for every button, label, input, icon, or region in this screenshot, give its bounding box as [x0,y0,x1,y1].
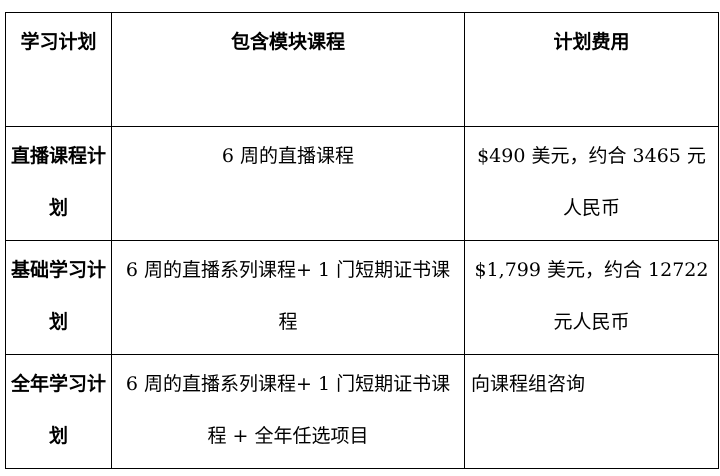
plan-cell: 直播课程计划 [5,126,112,241]
header-plan: 学习计划 [5,12,112,127]
plan-table: 学习计划 包含模块课程 计划费用 直播课程计划 6 周的直播课程 $490 美元… [5,12,719,469]
cost-cell: $490 美元，约合 3465 元人民币 [464,126,719,241]
table-row: 直播课程计划 6 周的直播课程 $490 美元，约合 3465 元人民币 [5,126,719,241]
plan-cell: 全年学习计划 [5,354,112,469]
plan-cell: 基础学习计划 [5,240,112,355]
modules-cell: 6 周的直播系列课程+ 1 门短期证书课程 + 全年任选项目 [111,354,465,469]
table-header-row: 学习计划 包含模块课程 计划费用 [5,12,719,127]
modules-cell: 6 周的直播课程 [111,126,465,241]
table-row: 全年学习计划 6 周的直播系列课程+ 1 门短期证书课程 + 全年任选项目 向课… [5,354,719,469]
cost-cell: $1,799 美元，约合 12722 元人民币 [464,240,719,355]
modules-cell: 6 周的直播系列课程+ 1 门短期证书课程 [111,240,465,355]
header-modules: 包含模块课程 [111,12,465,127]
header-cost: 计划费用 [464,12,719,127]
cost-cell: 向课程组咨询 [464,354,719,469]
table-row: 基础学习计划 6 周的直播系列课程+ 1 门短期证书课程 $1,799 美元，约… [5,240,719,355]
